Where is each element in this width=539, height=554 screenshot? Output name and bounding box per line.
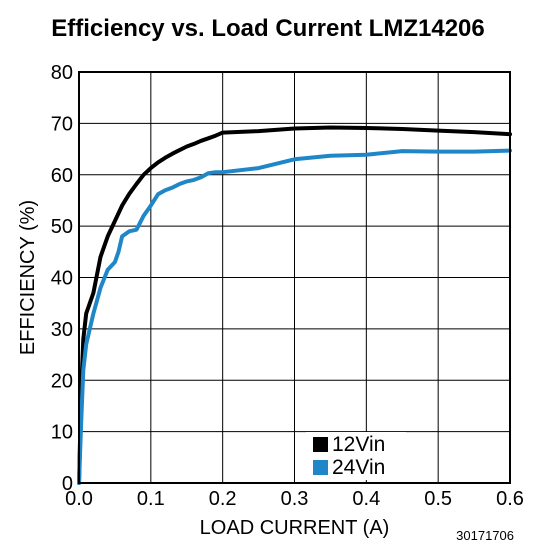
x-tick-label: 0.3 [281, 488, 309, 510]
chart-title: Efficiency vs. Load Current LMZ14206 [51, 15, 484, 42]
legend-swatch-24vin [313, 460, 328, 475]
x-tick-label: 0.2 [209, 488, 237, 510]
series-line-12vin [77, 125, 512, 485]
tick-labels: 0.0 0.1 0.2 0.3 0.4 0.5 0.6 0 10 20 30 40 50 60 70 80 [51, 62, 524, 510]
y-tick-label: 70 [51, 113, 73, 135]
y-tick-label: 0 [62, 473, 73, 495]
series-layer [77, 125, 512, 485]
y-tick-label: 10 [51, 422, 73, 444]
x-tick-label: 0.1 [137, 488, 165, 510]
y-tick-label: 30 [51, 319, 73, 341]
y-axis-label: EFFICIENCY (%) [17, 200, 39, 355]
y-tick-label: 20 [51, 370, 73, 392]
y-tick-label: 50 [51, 216, 73, 238]
grid [78, 71, 511, 484]
x-axis-label: LOAD CURRENT (A) [200, 517, 390, 539]
legend-swatch-12vin [313, 437, 328, 452]
legend-label-12vin: 12Vin [332, 433, 385, 456]
legend: 12Vin 24Vin [306, 432, 406, 480]
x-tick-label: 0.5 [424, 488, 452, 510]
y-tick-label: 40 [51, 268, 73, 290]
series-line-24vin [77, 148, 512, 485]
plot-frame [78, 71, 511, 484]
legend-label-24vin: 24Vin [332, 456, 385, 479]
x-tick-label: 0.6 [496, 488, 524, 510]
y-tick-label: 60 [51, 165, 73, 187]
figure-id: 30171706 [456, 528, 514, 543]
y-tick-label: 80 [51, 62, 73, 84]
x-tick-label: 0.0 [65, 488, 93, 510]
x-tick-label: 0.4 [352, 488, 380, 510]
